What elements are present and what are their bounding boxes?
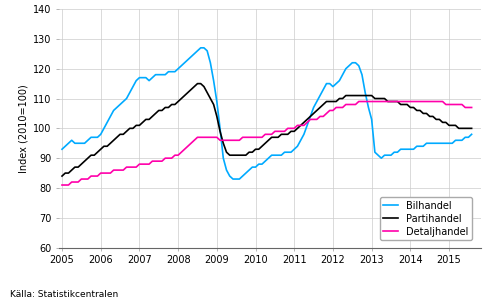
- Bilhandel: [456, 138, 462, 142]
- Bilhandel: [417, 144, 423, 148]
- Bilhandel: [233, 177, 239, 181]
- Partihandel: [194, 82, 200, 85]
- Detaljhandel: [211, 136, 217, 139]
- Line: Partihandel: Partihandel: [62, 84, 472, 176]
- Bilhandel: [230, 177, 236, 181]
- Line: Detaljhandel: Detaljhandel: [62, 101, 472, 185]
- Partihandel: [230, 153, 236, 157]
- Text: Källa: Statistikcentralen: Källa: Statistikcentralen: [10, 290, 118, 299]
- Partihandel: [275, 136, 281, 139]
- Detaljhandel: [469, 106, 475, 109]
- Detaljhandel: [356, 100, 362, 103]
- Bilhandel: [469, 133, 475, 136]
- Detaljhandel: [414, 100, 420, 103]
- Detaljhandel: [453, 103, 459, 106]
- Bilhandel: [59, 147, 65, 151]
- Partihandel: [214, 114, 220, 118]
- Detaljhandel: [227, 138, 233, 142]
- Partihandel: [414, 109, 420, 112]
- Y-axis label: Index (2010=100): Index (2010=100): [19, 84, 28, 173]
- Bilhandel: [198, 46, 204, 50]
- Bilhandel: [214, 100, 220, 103]
- Partihandel: [469, 127, 475, 130]
- Partihandel: [453, 124, 459, 127]
- Detaljhandel: [59, 183, 65, 187]
- Detaljhandel: [272, 130, 278, 133]
- Partihandel: [59, 174, 65, 178]
- Bilhandel: [159, 73, 165, 76]
- Bilhandel: [278, 153, 284, 157]
- Legend: Bilhandel, Partihandel, Detaljhandel: Bilhandel, Partihandel, Detaljhandel: [380, 197, 472, 240]
- Partihandel: [159, 109, 165, 112]
- Detaljhandel: [159, 159, 165, 163]
- Line: Bilhandel: Bilhandel: [62, 48, 472, 179]
